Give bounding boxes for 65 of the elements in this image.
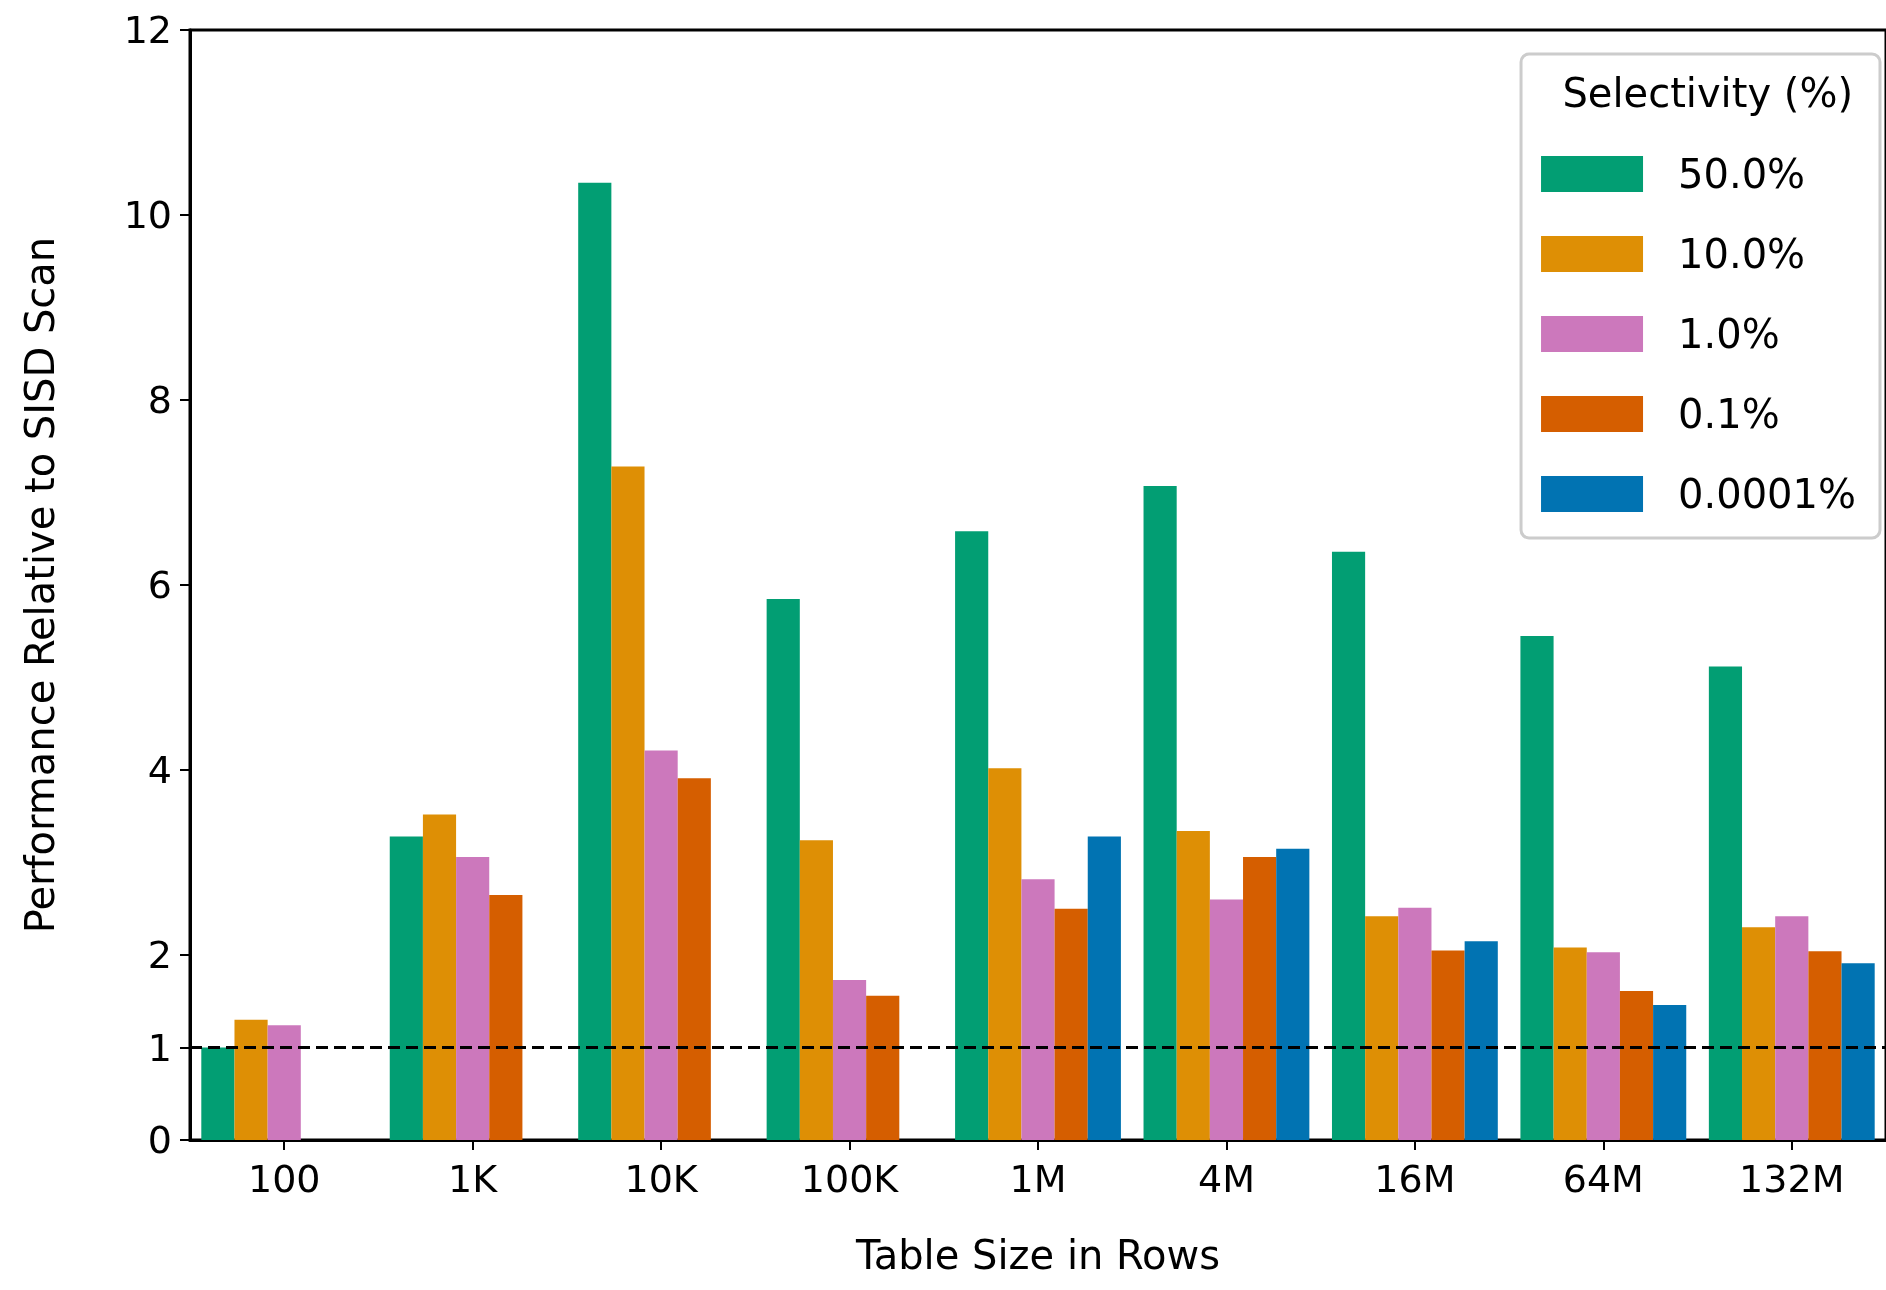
y-tick-label: 8 [147,378,172,422]
bar [456,856,490,1140]
bar [1209,899,1244,1140]
bar [1708,666,1743,1140]
bar [1276,848,1310,1140]
bar [1619,991,1654,1140]
bar [234,1019,268,1140]
bar [611,466,645,1140]
legend-label: 50.0% [1678,151,1806,197]
bar [1365,916,1399,1140]
y-tick-label: 6 [147,563,172,607]
bar [1087,836,1121,1140]
bar [489,894,523,1140]
legend-title: Selectivity (%) [1562,70,1854,116]
legend-label: 0.1% [1678,391,1780,437]
bar [644,750,678,1140]
x-tick-label: 1K [448,1157,499,1201]
x-tick-label: 16M [1374,1157,1456,1201]
bar [578,182,612,1140]
bar [677,778,711,1140]
y-tick-label: 4 [147,748,172,792]
bar [1586,952,1620,1140]
bar [1331,551,1366,1140]
bar [1143,486,1177,1140]
bar [1176,831,1210,1140]
bar [866,995,900,1140]
bar [766,598,800,1140]
x-tick-label: 64M [1562,1157,1644,1201]
y-tick-label: 12 [123,8,172,52]
bar [1775,916,1809,1140]
bar [1243,856,1277,1140]
bar [1021,879,1055,1140]
y-tick-label: 2 [147,933,172,977]
bar [832,979,867,1140]
x-tick-label: 100 [247,1157,321,1201]
bar [1742,927,1776,1140]
bar [267,1025,301,1140]
bar [422,814,457,1140]
bar [1808,951,1842,1140]
bar [799,840,833,1140]
bar [1553,947,1587,1140]
y-tick-label: 0 [147,1118,172,1162]
x-axis-title: Table Size in Rows [854,1232,1221,1278]
y-axis-title: Performance Relative to SISD Scan [17,236,63,934]
bar [201,1047,235,1140]
bar [988,768,1022,1140]
x-tick-label: 4M [1197,1157,1255,1201]
x-tick-label: 1M [1009,1157,1067,1201]
bar [1841,963,1875,1140]
bar [1520,635,1554,1140]
bar [1431,950,1465,1140]
bar [1398,907,1432,1140]
x-tick-label: 132M [1739,1157,1845,1201]
y-tick-label: 1 [147,1025,172,1070]
legend-label: 0.0001% [1678,471,1856,517]
x-tick-label: 100K [800,1157,900,1201]
bar [1653,1004,1687,1140]
bar [389,836,423,1140]
legend-label: 1.0% [1678,311,1780,357]
bar [1464,941,1498,1140]
bar [1054,908,1088,1140]
bar [955,531,989,1140]
y-tick-label: 10 [123,193,172,237]
x-tick-label: 10K [624,1157,699,1201]
legend-label: 10.0% [1678,231,1806,277]
